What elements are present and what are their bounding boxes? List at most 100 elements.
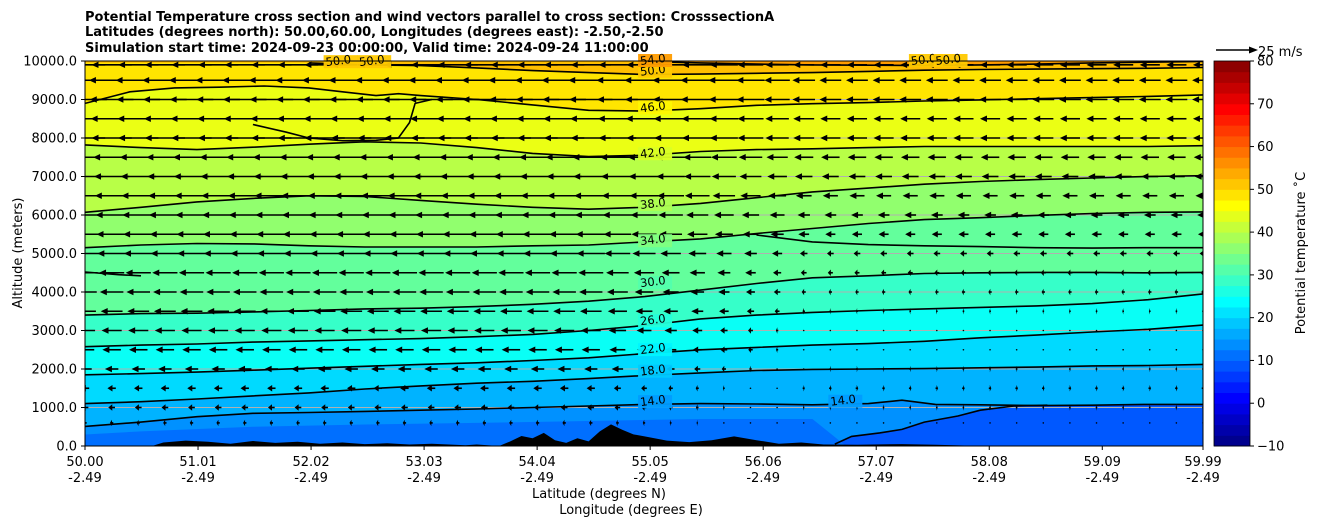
wind-vector bbox=[1064, 231, 1075, 238]
wind-vector bbox=[900, 115, 921, 122]
contour-label: 42.0 bbox=[638, 144, 673, 161]
wind-vector bbox=[240, 385, 249, 392]
contour-label-text: 50.0 bbox=[935, 51, 962, 68]
y-tick-label: 5000.0 bbox=[32, 247, 78, 262]
wind-vector bbox=[1175, 365, 1178, 373]
wind-vector bbox=[604, 250, 631, 257]
colorbar-tick-label: 40 bbox=[1257, 226, 1274, 241]
wind-vector bbox=[339, 288, 363, 296]
wind-vector bbox=[1042, 308, 1045, 315]
wind-vector bbox=[243, 419, 247, 427]
wind-vector bbox=[769, 211, 785, 219]
wind-vector bbox=[1042, 385, 1045, 392]
wind-vector bbox=[1113, 115, 1134, 122]
wind-vector bbox=[882, 422, 885, 424]
wind-vector bbox=[554, 346, 574, 353]
wind-vector bbox=[533, 385, 542, 392]
wind-vector bbox=[820, 61, 841, 69]
wind-vector bbox=[523, 250, 552, 257]
wind-vector bbox=[746, 288, 755, 296]
wind-vector bbox=[776, 387, 778, 390]
wind-vector bbox=[104, 365, 119, 373]
wind-vector bbox=[1141, 173, 1159, 180]
wind-vector bbox=[314, 327, 335, 334]
colorbar-band bbox=[1214, 71, 1250, 83]
wind-vector bbox=[794, 173, 813, 180]
wind-vector bbox=[176, 231, 207, 238]
wind-vector bbox=[269, 419, 274, 427]
wind-vector bbox=[909, 404, 912, 411]
wind-vector bbox=[1139, 61, 1160, 69]
wind-vector bbox=[829, 329, 832, 332]
wind-vector bbox=[1148, 308, 1151, 315]
wind-vector bbox=[825, 231, 836, 238]
wind-vector bbox=[202, 231, 234, 238]
contour-line bbox=[252, 98, 433, 142]
wind-vector bbox=[681, 134, 713, 142]
wind-vector bbox=[851, 231, 862, 238]
wind-vector bbox=[322, 419, 327, 427]
x-tick-label-lat: 54.04 bbox=[519, 455, 556, 470]
y-tick-label: 1000.0 bbox=[32, 401, 78, 416]
wind-vector bbox=[1006, 61, 1027, 69]
x-tick-label-lat: 56.06 bbox=[745, 455, 782, 470]
colorbar-tick-label: 60 bbox=[1257, 140, 1274, 155]
wind-vector bbox=[1119, 250, 1127, 257]
wind-vector bbox=[552, 288, 576, 296]
wind-vector bbox=[1112, 77, 1135, 84]
wind-vector bbox=[85, 310, 96, 313]
wind-vector bbox=[745, 269, 756, 276]
wind-vector bbox=[579, 308, 602, 315]
wind-vector bbox=[527, 327, 548, 334]
colorbar-band bbox=[1214, 157, 1250, 169]
wind-vector bbox=[1034, 154, 1053, 161]
wind-vector bbox=[535, 419, 540, 427]
wind-vector bbox=[285, 269, 311, 276]
wind-vector bbox=[107, 385, 116, 392]
wind-vector bbox=[765, 115, 789, 122]
wind-vector bbox=[294, 404, 302, 411]
wind-vector bbox=[1166, 115, 1187, 122]
wind-vector bbox=[607, 308, 627, 315]
wind-vector bbox=[1042, 404, 1045, 411]
wind-vector bbox=[739, 173, 762, 180]
wind-vector bbox=[155, 346, 175, 353]
wind-vector bbox=[802, 368, 805, 370]
wind-vector bbox=[882, 404, 885, 411]
wind-vector bbox=[776, 346, 779, 353]
contour-label: 46.0 bbox=[638, 98, 673, 115]
wind-vector bbox=[1167, 154, 1186, 161]
wind-vector bbox=[794, 154, 814, 161]
wind-vector bbox=[609, 346, 626, 353]
wind-vector bbox=[1195, 192, 1203, 199]
wind-vector bbox=[1112, 96, 1135, 103]
wind-vector bbox=[989, 329, 991, 332]
wind-vector bbox=[208, 346, 228, 353]
wind-vector bbox=[1068, 385, 1072, 392]
wind-vector bbox=[935, 365, 938, 373]
wind-vector bbox=[613, 385, 621, 392]
contour-label-text: 54.0 bbox=[639, 51, 666, 68]
wind-vector bbox=[1170, 211, 1183, 219]
wind-vector bbox=[907, 269, 913, 276]
wind-vector bbox=[85, 252, 100, 255]
wind-vector bbox=[134, 404, 142, 411]
wind-vector bbox=[1173, 269, 1179, 276]
wind-vector bbox=[321, 404, 328, 411]
wind-vector bbox=[901, 173, 919, 180]
wind-vector bbox=[416, 250, 446, 257]
wind-vector bbox=[776, 406, 778, 409]
wind-vector bbox=[663, 308, 678, 315]
wind-vector bbox=[1058, 96, 1081, 103]
wind-vector bbox=[341, 327, 362, 334]
wind-vector bbox=[1192, 115, 1203, 122]
wind-vector bbox=[694, 365, 701, 373]
wind-vector bbox=[979, 61, 1001, 69]
wind-vector bbox=[1095, 404, 1098, 411]
wind-vector bbox=[749, 365, 752, 373]
wind-vector bbox=[390, 250, 419, 257]
wind-vector bbox=[368, 346, 388, 353]
contour-label: 14.0 bbox=[828, 392, 863, 409]
wind-vector bbox=[773, 288, 781, 296]
wind-vector bbox=[85, 291, 97, 293]
